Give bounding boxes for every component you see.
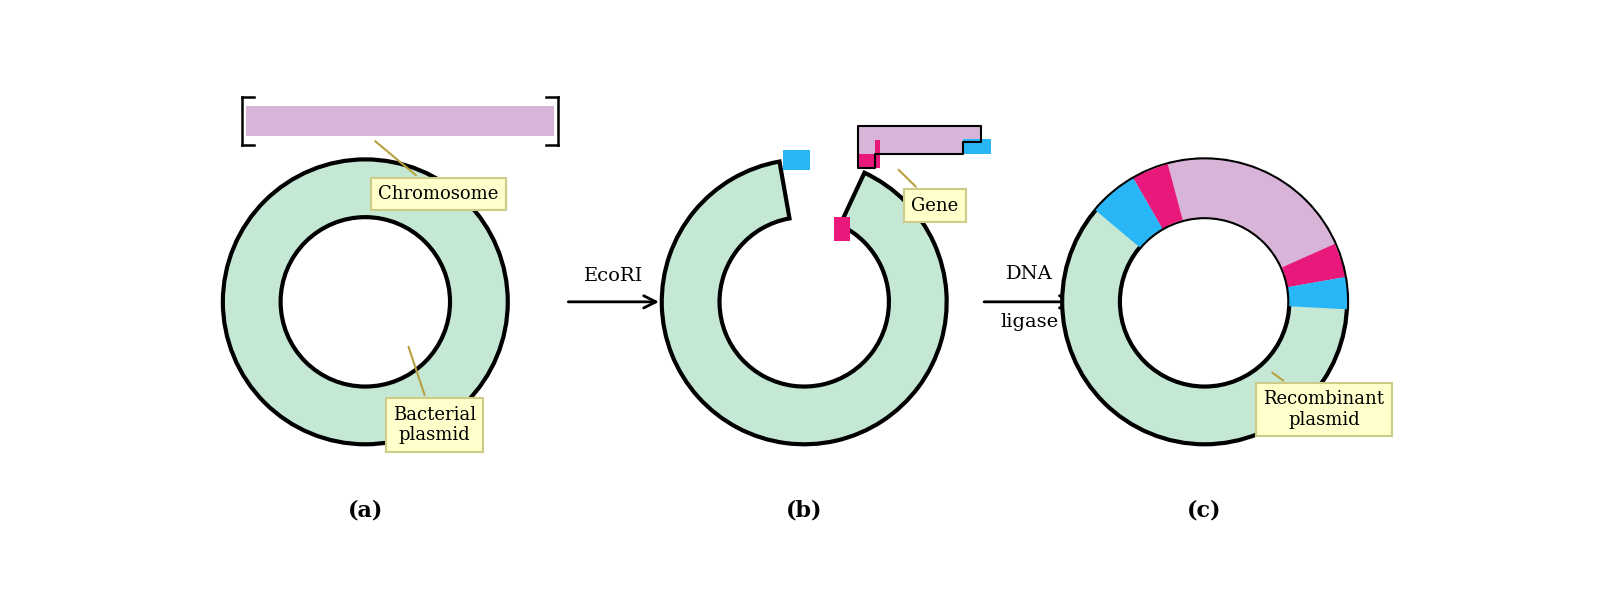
Text: EcoRI: EcoRI: [585, 267, 644, 285]
Wedge shape: [1289, 277, 1346, 309]
Circle shape: [720, 217, 890, 387]
Text: Bacterial
plasmid: Bacterial plasmid: [393, 347, 476, 444]
FancyBboxPatch shape: [949, 126, 981, 154]
FancyBboxPatch shape: [858, 126, 875, 154]
Wedge shape: [1282, 244, 1345, 287]
Text: (a): (a): [348, 500, 383, 521]
Text: (c): (c): [1187, 500, 1222, 521]
FancyBboxPatch shape: [834, 217, 851, 241]
Wedge shape: [661, 161, 947, 444]
FancyBboxPatch shape: [858, 140, 880, 168]
FancyBboxPatch shape: [783, 150, 810, 169]
Circle shape: [1119, 217, 1289, 387]
Text: DNA: DNA: [1006, 265, 1052, 283]
Text: (b): (b): [786, 500, 822, 521]
Wedge shape: [1096, 179, 1163, 248]
FancyBboxPatch shape: [963, 139, 990, 154]
Circle shape: [1062, 160, 1346, 444]
Wedge shape: [1145, 160, 1340, 276]
Circle shape: [224, 160, 508, 444]
Wedge shape: [1134, 164, 1183, 229]
Text: Chromosome: Chromosome: [375, 141, 498, 203]
Text: ligase: ligase: [1000, 314, 1059, 331]
Circle shape: [281, 217, 450, 387]
FancyBboxPatch shape: [875, 126, 966, 154]
Text: Gene: Gene: [899, 170, 958, 214]
Text: Recombinant
plasmid: Recombinant plasmid: [1263, 373, 1385, 429]
FancyBboxPatch shape: [246, 106, 554, 136]
